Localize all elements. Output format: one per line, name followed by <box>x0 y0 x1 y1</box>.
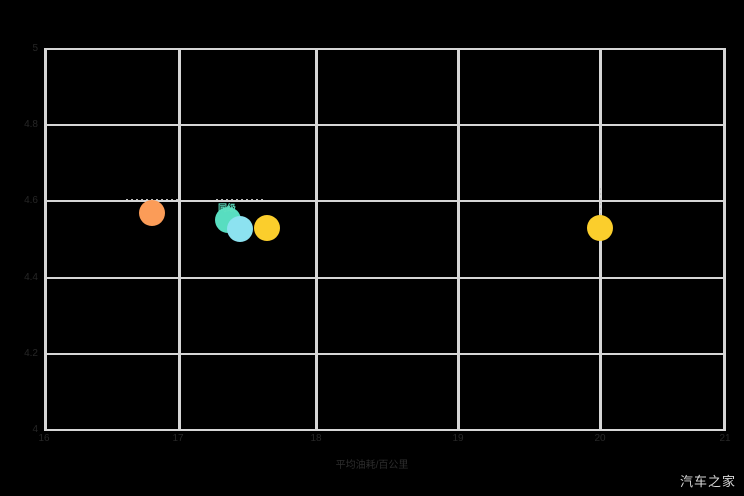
y-tick-3: 4.4 <box>24 272 38 283</box>
x-axis-title: 平均油耗/百公里 <box>335 460 409 471</box>
gridline-x-18 <box>315 48 318 431</box>
x-tick-4: 20 <box>594 433 606 444</box>
y-tick-2: 4.6 <box>24 195 38 206</box>
y-tick-0: 5 <box>32 43 38 54</box>
gridline-x-16 <box>44 48 47 431</box>
y-axis-tick-labels: 5 4.8 4.6 4.4 4.2 4 <box>0 0 38 496</box>
y-tick-1: 4.8 <box>24 119 38 130</box>
gridline-y-4.2 <box>44 353 726 355</box>
y-tick-5: 4 <box>32 424 38 435</box>
leader-line-yellow-right <box>600 188 601 230</box>
x-tick-3: 19 <box>452 433 464 444</box>
gridline-x-19 <box>457 48 460 431</box>
data-point-yellow-left[interactable] <box>254 215 280 241</box>
data-point-cyan[interactable] <box>227 216 253 242</box>
gridline-y-5 <box>44 48 726 50</box>
x-tick-5: 21 <box>719 433 731 444</box>
watermark-logo: 汽车之家 <box>679 475 736 490</box>
x-tick-0: 16 <box>38 433 50 444</box>
gridline-y-4.8 <box>44 124 726 126</box>
gridline-y-4.4 <box>44 277 726 279</box>
x-tick-2: 18 <box>310 433 322 444</box>
gridline-x-21 <box>723 48 726 431</box>
gridline-x-17 <box>178 48 181 431</box>
gridline-y-4 <box>44 429 726 431</box>
leader-line-teal <box>216 199 264 200</box>
x-tick-1: 17 <box>172 433 184 444</box>
data-point-label-teal: 同级 <box>218 203 237 213</box>
data-point-yellow-right[interactable] <box>587 215 613 241</box>
y-tick-4: 4.2 <box>24 348 38 359</box>
gridline-y-4.6 <box>44 200 726 202</box>
plot-area: 同级 <box>44 48 726 431</box>
data-point-orange[interactable] <box>139 200 165 226</box>
leader-line-orange <box>126 199 178 200</box>
